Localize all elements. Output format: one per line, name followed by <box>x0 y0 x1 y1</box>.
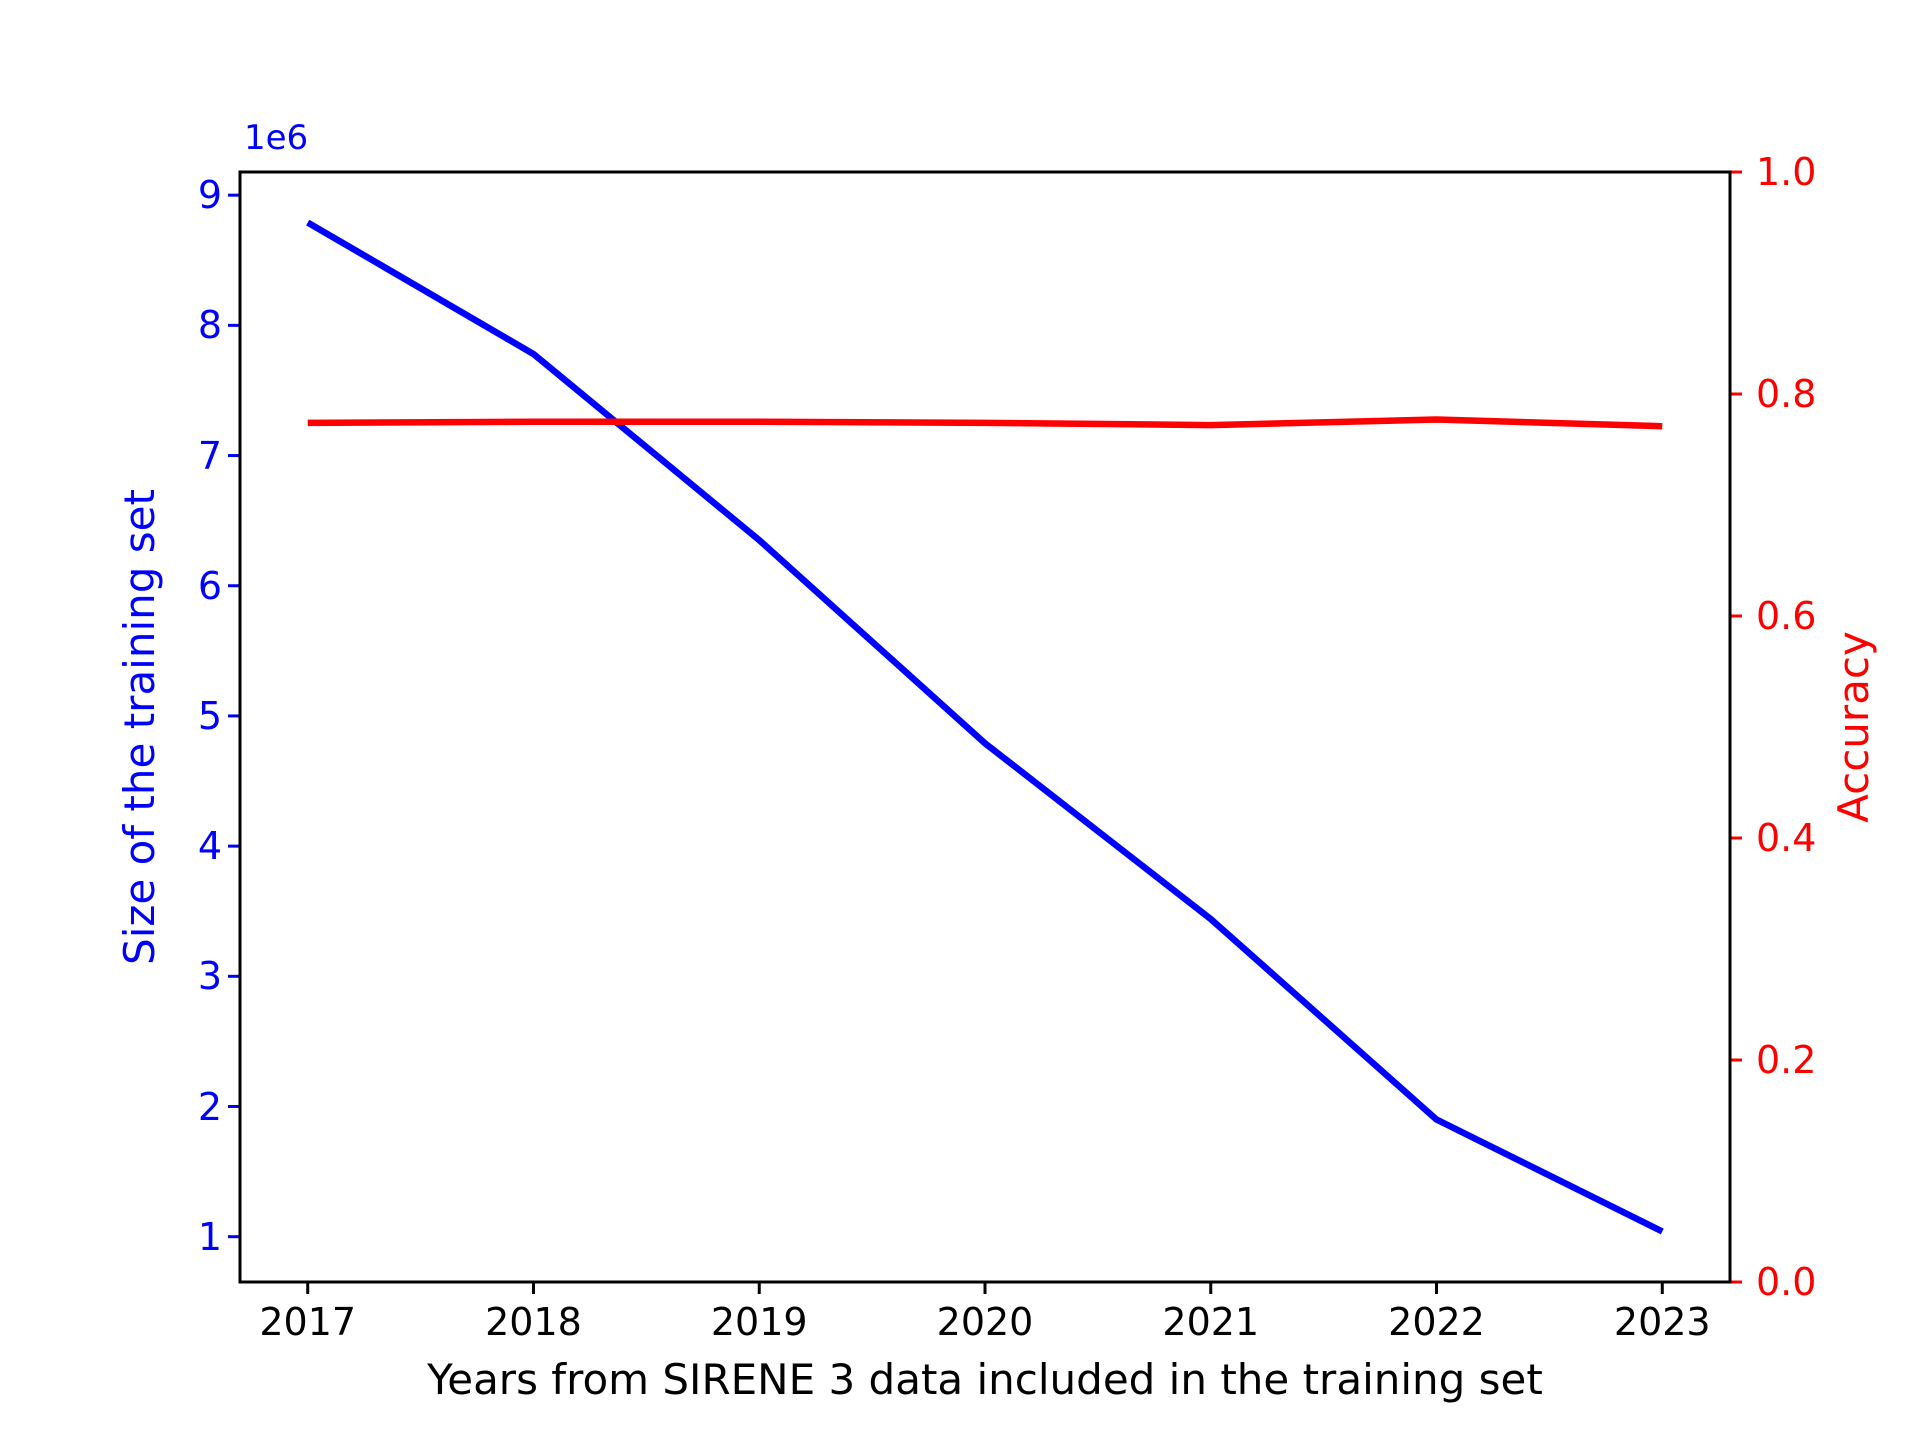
x-tick-label: 2020 <box>936 1300 1034 1344</box>
x-tick-label: 2017 <box>259 1300 357 1344</box>
x-tick-label: 2023 <box>1613 1300 1711 1344</box>
y-right-tick-label: 0.6 <box>1756 594 1817 638</box>
y-right-tick-label: 0.4 <box>1756 816 1817 860</box>
y-right-tick-label: 1.0 <box>1756 150 1817 194</box>
y-right-tick-label: 0.8 <box>1756 372 1817 416</box>
x-axis-label: Years from SIRENE 3 data included in the… <box>427 1355 1543 1404</box>
x-tick-label: 2022 <box>1388 1300 1485 1344</box>
axis-offset-text: 1e6 <box>244 118 309 158</box>
y-left-tick-label: 8 <box>197 303 222 348</box>
plot-border <box>238 170 1732 1284</box>
x-tick-label: 2021 <box>1162 1300 1260 1344</box>
y-left-tick-label: 9 <box>197 173 222 218</box>
y-left-tick-label: 7 <box>197 433 222 478</box>
y-right-tick-label: 0.0 <box>1756 1260 1817 1304</box>
y-left-tick-label: 4 <box>197 824 222 869</box>
y-left-tick-label: 6 <box>197 563 222 608</box>
accuracy-line <box>307 416 1663 430</box>
x-tick-label: 2019 <box>710 1300 808 1344</box>
y-left-tick-label: 2 <box>197 1084 222 1129</box>
y-left-tick-label: 3 <box>197 954 222 999</box>
y-right-tick-label: 0.2 <box>1756 1038 1817 1082</box>
x-tick-label: 2018 <box>485 1300 582 1344</box>
y-left-tick-label: 1 <box>197 1214 222 1259</box>
y-left-tick-label: 5 <box>197 693 222 738</box>
y-axis-left-label: Size of the training set <box>115 489 164 965</box>
y-axis-right-label: Accuracy <box>1829 631 1878 823</box>
training-size-line <box>306 219 1664 1235</box>
